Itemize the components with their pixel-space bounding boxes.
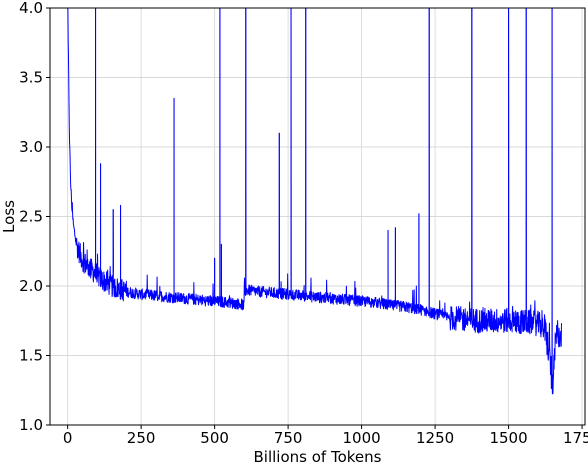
y-tick-label: 4.0 xyxy=(19,0,43,17)
x-tick-label: 500 xyxy=(200,429,229,447)
y-tick-label: 1.0 xyxy=(19,416,43,434)
x-tick-label: 250 xyxy=(127,429,156,447)
loss-line xyxy=(67,7,562,395)
y-tick-label: 1.5 xyxy=(19,347,43,365)
y-tick-label: 2.5 xyxy=(19,208,43,226)
x-tick-label: 1500 xyxy=(489,429,527,447)
grid xyxy=(50,7,585,426)
x-tick-label: 1000 xyxy=(342,429,380,447)
y-tick-label: 2.0 xyxy=(19,277,43,295)
x-tick-label: 1250 xyxy=(416,429,454,447)
x-axis: 0 250 500 750 1000 1250 1500 1750 xyxy=(63,425,588,447)
loss-series xyxy=(67,7,562,395)
y-axis-label: Loss xyxy=(0,200,18,233)
x-axis-label: Billions of Tokens xyxy=(254,448,382,464)
x-tick-label: 1750 xyxy=(563,429,588,447)
y-tick-label: 3.0 xyxy=(19,138,43,156)
x-tick-label: 750 xyxy=(274,429,303,447)
x-tick-label: 0 xyxy=(63,429,73,447)
y-axis: 1.0 1.5 2.0 2.5 3.0 3.5 4.0 xyxy=(19,0,50,434)
y-tick-label: 3.5 xyxy=(19,69,43,87)
